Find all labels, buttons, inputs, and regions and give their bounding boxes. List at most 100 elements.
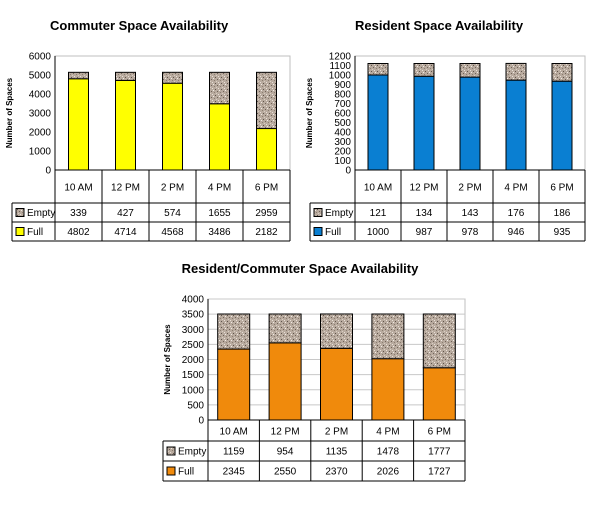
- bar-full: [162, 82, 183, 171]
- y-tick-label: 3500: [182, 310, 205, 321]
- bar-empty: [162, 71, 183, 84]
- bar-full: [115, 79, 136, 171]
- bar-full: [367, 74, 389, 171]
- commuter-chart: Commuter Space Availability 0 1000 2000 3000…: [0, 0, 300, 248]
- legend-swatch: [166, 466, 176, 476]
- legend-swatch: [166, 446, 176, 456]
- data-label: 987: [416, 227, 433, 238]
- bar-full: [209, 103, 230, 171]
- data-label: 1655: [208, 208, 231, 219]
- bar-empty: [551, 63, 573, 82]
- resident-chart-svg: Resident Space Availability 0100200300400…: [305, 18, 586, 242]
- data-label: 4568: [161, 227, 184, 238]
- y-tick-label: 800: [334, 90, 351, 101]
- resident-commuter-chart: Resident/Commuter Space Availability 0 500…: [0, 250, 600, 500]
- bar-full: [217, 348, 251, 421]
- y-tick-label: 4000: [29, 90, 52, 101]
- x-tick-label: 6 PM: [428, 427, 451, 438]
- y-tick-label: 400: [334, 128, 351, 139]
- bar-full: [256, 128, 277, 171]
- y-tick-label: 6000: [29, 52, 52, 63]
- bar-empty: [217, 313, 251, 350]
- y-tick-label: 300: [334, 137, 351, 148]
- y-tick-label: 0: [345, 166, 351, 177]
- y-tick-label: 100: [334, 156, 351, 167]
- y-tick-label: 3000: [182, 325, 205, 336]
- y-tick-label: 5000: [29, 71, 52, 82]
- bar-full: [268, 342, 302, 421]
- data-label: 2959: [255, 208, 278, 219]
- y-tick-label: 1100: [329, 61, 351, 72]
- y-tick-label: 500: [187, 400, 204, 411]
- legend-label: Full: [325, 227, 341, 238]
- bar-full: [371, 358, 405, 421]
- legend-swatch: [313, 208, 323, 217]
- x-tick-label: 4 PM: [504, 183, 527, 194]
- data-label: 935: [554, 227, 571, 238]
- x-tick-label: 2 PM: [325, 427, 348, 438]
- x-tick-label: 4 PM: [208, 183, 231, 194]
- bar-full: [413, 75, 435, 171]
- x-tick-label: 2 PM: [161, 183, 184, 194]
- bar-full: [320, 347, 353, 421]
- bar-empty: [268, 313, 302, 344]
- y-tick-label: 3000: [29, 109, 52, 120]
- data-label: 2026: [377, 467, 400, 478]
- x-tick-label: 10 AM: [364, 183, 392, 194]
- bar-empty: [209, 71, 230, 105]
- legend-label: Empty: [325, 208, 353, 219]
- commuter-chart-svg: Commuter Space Availability 0 1000 2000 3000…: [5, 18, 291, 242]
- legend-label: Empty: [178, 447, 206, 458]
- bar-empty: [367, 63, 389, 76]
- data-label: 3486: [208, 227, 231, 238]
- data-label: 121: [370, 208, 387, 219]
- data-label: 2345: [223, 467, 246, 478]
- bar-empty: [115, 71, 136, 81]
- y-tick-label: 0: [45, 166, 51, 177]
- data-label: 4802: [67, 227, 90, 238]
- y-tick-label: 2000: [182, 355, 205, 366]
- x-tick-label: 12 PM: [410, 183, 439, 194]
- legend-label: Full: [27, 227, 43, 238]
- x-tick-label: 12 PM: [111, 183, 140, 194]
- y-tick-label: 2500: [182, 340, 205, 351]
- resident-chart: Resident Space Availability 0 100 200 300 400…: [300, 0, 600, 248]
- data-label: 134: [416, 208, 433, 219]
- legend-label: Full: [178, 467, 194, 478]
- x-tick-label: 6 PM: [550, 183, 573, 194]
- y-tick-label: 2000: [29, 128, 52, 139]
- data-label: 4714: [114, 227, 137, 238]
- legend-label: Empty: [27, 208, 55, 219]
- y-axis-title: Number of Spaces: [305, 77, 314, 148]
- data-label: 574: [164, 208, 181, 219]
- y-tick-label: 1500: [182, 370, 205, 381]
- bar-empty: [256, 71, 277, 130]
- y-tick-label: 1000: [329, 71, 352, 82]
- data-label: 2550: [274, 467, 297, 478]
- x-tick-label: 4 PM: [376, 427, 399, 438]
- bar-empty: [422, 313, 456, 369]
- bar-empty: [320, 313, 353, 349]
- x-tick-label: 6 PM: [255, 183, 278, 194]
- chart-title: Resident/Commuter Space Availability: [182, 261, 419, 276]
- bar-full: [422, 367, 456, 421]
- y-axis-title: Number of Spaces: [163, 324, 172, 395]
- y-axis-title: Number of Spaces: [5, 77, 14, 148]
- legend-swatch: [15, 227, 25, 236]
- bar-full: [68, 78, 89, 171]
- chart-title: Resident Space Availability: [355, 18, 524, 33]
- legend-swatch: [15, 208, 25, 217]
- data-label: 954: [277, 447, 294, 458]
- data-label: 2370: [325, 467, 348, 478]
- y-tick-label: 200: [334, 147, 351, 158]
- bar-empty: [505, 62, 527, 81]
- data-label: 1727: [428, 467, 451, 478]
- x-tick-label: 2 PM: [458, 183, 481, 194]
- data-label: 978: [462, 227, 479, 238]
- data-label: 2182: [255, 227, 278, 238]
- y-tick-label: 700: [334, 99, 351, 110]
- resident-commuter-chart-svg: Resident/Commuter Space Availability 0 500…: [162, 261, 466, 482]
- x-tick-label: 12 PM: [271, 427, 300, 438]
- legend-swatch: [313, 227, 323, 236]
- bar-empty: [459, 63, 481, 78]
